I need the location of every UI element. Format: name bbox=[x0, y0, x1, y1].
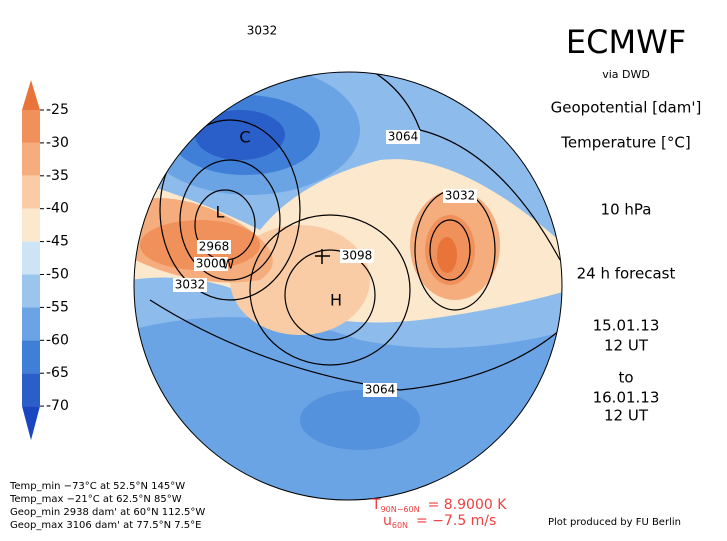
colorbar-segment bbox=[22, 307, 40, 341]
colorbar-arrow bbox=[22, 80, 40, 110]
colorbar-label: -55 bbox=[46, 299, 69, 315]
colorbar-label: -35 bbox=[46, 168, 69, 184]
map-border bbox=[133, 71, 563, 501]
contour-label-box bbox=[197, 240, 231, 254]
colorbar-segment bbox=[22, 142, 40, 176]
stat: Temp_max −21°C at 62.5°N 85°W bbox=[9, 494, 182, 505]
header: ECMWF via DWD Geopotential [dam'] Temper… bbox=[551, 23, 702, 425]
to: to bbox=[618, 369, 633, 387]
level: 10 hPa bbox=[601, 201, 652, 219]
colorbar-segment bbox=[22, 208, 40, 242]
colorbar-segment bbox=[22, 110, 40, 143]
date: 16.01.13 bbox=[593, 389, 660, 407]
symbol: u bbox=[383, 513, 392, 529]
indices: T90N−60N = 8.9000 K u60N = −7.5 m/s bbox=[371, 497, 507, 530]
value: = 8.9000 K bbox=[428, 497, 508, 513]
index: u60N = −7.5 m/s bbox=[383, 513, 496, 530]
field: Geopotential [dam'] bbox=[551, 99, 702, 117]
pressure-center: H bbox=[330, 291, 342, 310]
index: T90N−60N = 8.9000 K bbox=[371, 497, 507, 514]
colorbar-arrow bbox=[22, 406, 40, 441]
colorbar-label: -60 bbox=[46, 332, 69, 348]
colorbar-label: -45 bbox=[46, 234, 69, 250]
time: 12 UT bbox=[604, 407, 649, 425]
contour-label-box bbox=[443, 189, 477, 203]
contour-label: 3032 bbox=[445, 189, 476, 203]
contour-label: 3064 bbox=[388, 130, 419, 144]
colorbar-segment bbox=[22, 274, 40, 308]
credit: Plot produced by FU Berlin bbox=[548, 517, 681, 528]
contour-label-box bbox=[386, 130, 420, 144]
subscript: 60N bbox=[392, 521, 408, 530]
colorbar: -25 -30 -35 -40 -45 -50 -55 -60 -65 -70 bbox=[22, 80, 69, 441]
contour-label-box bbox=[173, 278, 207, 292]
date: 15.01.13 bbox=[593, 317, 660, 335]
colorbar-segment bbox=[22, 373, 40, 407]
source: via DWD bbox=[602, 68, 650, 81]
colorbar-label: -40 bbox=[46, 201, 69, 217]
stat: Geop_max 3106 dam' at 77.5°N 7.5°E bbox=[10, 520, 201, 531]
contour-label-box bbox=[245, 24, 279, 38]
field: Temperature [°C] bbox=[560, 134, 690, 152]
pressure-center: C bbox=[239, 128, 250, 147]
contour-label: 2968 bbox=[199, 240, 230, 254]
value: = −7.5 m/s bbox=[416, 513, 496, 529]
forecast: 24 h forecast bbox=[577, 265, 676, 283]
colorbar-segment bbox=[22, 175, 40, 209]
contour-label: 3098 bbox=[342, 249, 373, 263]
stat: Geop_min 2938 dam' at 60°N 112.5°W bbox=[10, 507, 205, 518]
contour-label-box bbox=[363, 383, 397, 397]
map-labels: 3032 3064 3032 2968 3000 3032 3098 3064 C L H W bbox=[173, 24, 477, 397]
colorbar-label: -50 bbox=[46, 267, 69, 283]
stats: Temp_min −73°C at 52.5°N 145°W Temp_max … bbox=[9, 481, 205, 531]
contour-label-box bbox=[194, 257, 228, 271]
symbol: T bbox=[371, 497, 381, 513]
pressure-center: L bbox=[216, 203, 225, 222]
contour-label: 3032 bbox=[175, 278, 206, 292]
stat: Temp_min −73°C at 52.5°N 145°W bbox=[9, 481, 185, 492]
pressure-center: W bbox=[222, 258, 234, 272]
colorbar-label: -25 bbox=[46, 102, 69, 118]
colorbar-label: -70 bbox=[46, 398, 69, 414]
contour-label: 3032 bbox=[247, 24, 278, 38]
time: 12 UT bbox=[604, 337, 649, 355]
contour-label: 3064 bbox=[365, 383, 396, 397]
colorbar-segment bbox=[22, 340, 40, 374]
colorbar-label: -65 bbox=[46, 365, 69, 381]
subscript: 90N−60N bbox=[381, 505, 420, 514]
contour-label-box bbox=[340, 249, 374, 263]
colorbar-label: -30 bbox=[46, 135, 69, 151]
title: ECMWF bbox=[566, 23, 686, 61]
colorbar-segment bbox=[22, 241, 40, 275]
contour-label: 3000 bbox=[196, 257, 227, 271]
